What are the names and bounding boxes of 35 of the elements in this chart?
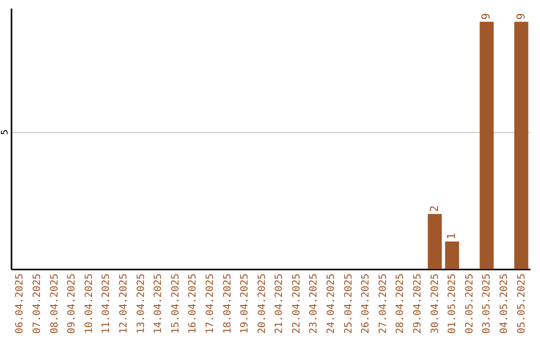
x-tick-label: 17.04.2025 bbox=[204, 274, 216, 334]
x-tick-label: 05.05.2025 bbox=[516, 274, 528, 334]
y-tick-label: 5 bbox=[0, 129, 10, 135]
x-tick-label: 03.05.2025 bbox=[482, 274, 493, 334]
data-label: 9 bbox=[514, 13, 528, 20]
x-tick-label: 04.05.2025 bbox=[498, 274, 510, 334]
x-tick-label: 24.04.2025 bbox=[326, 274, 338, 334]
x-tick-label: 11.04.2025 bbox=[101, 274, 112, 334]
x-tick-label: 07.04.2025 bbox=[32, 274, 44, 334]
x-tick-label: 28.04.2025 bbox=[395, 274, 406, 334]
x-tick-label: 16.04.2025 bbox=[188, 274, 199, 334]
x-tick-label: 12.04.2025 bbox=[118, 274, 130, 334]
x-tick-label: 19.04.2025 bbox=[240, 274, 251, 334]
data-label: 2 bbox=[428, 205, 441, 212]
x-tick-label: 06.04.2025 bbox=[14, 274, 26, 334]
x-tick-label: 29.04.2025 bbox=[412, 274, 424, 334]
x-tick-label: 22.04.2025 bbox=[291, 274, 302, 334]
x-tick-label: 14.04.2025 bbox=[153, 274, 164, 334]
x-tick-label: 15.04.2025 bbox=[170, 274, 182, 334]
x-tick-label: 09.04.2025 bbox=[66, 274, 78, 334]
x-tick-label: 13.04.2025 bbox=[136, 274, 147, 334]
x-tick-label: 30.04.2025 bbox=[430, 274, 441, 334]
data-label: 9 bbox=[480, 13, 493, 20]
data-label: 1 bbox=[445, 232, 458, 240]
x-tick-label: 10.04.2025 bbox=[84, 274, 95, 334]
x-tick-label: 20.04.2025 bbox=[256, 274, 268, 334]
x-tick-label: 21.04.2025 bbox=[274, 274, 286, 334]
x-tick-label: 25.04.2025 bbox=[343, 274, 354, 334]
x-tick-label: 26.04.2025 bbox=[360, 274, 372, 334]
x-tick-label: 01.05.2025 bbox=[447, 274, 458, 334]
x-tick-label: 08.04.2025 bbox=[49, 274, 60, 334]
x-tick-label: 23.04.2025 bbox=[308, 274, 320, 334]
x-tick-label: 02.05.2025 bbox=[464, 274, 476, 334]
x-tick-label: 27.04.2025 bbox=[378, 274, 389, 334]
x-tick-label: 18.04.2025 bbox=[222, 274, 234, 334]
